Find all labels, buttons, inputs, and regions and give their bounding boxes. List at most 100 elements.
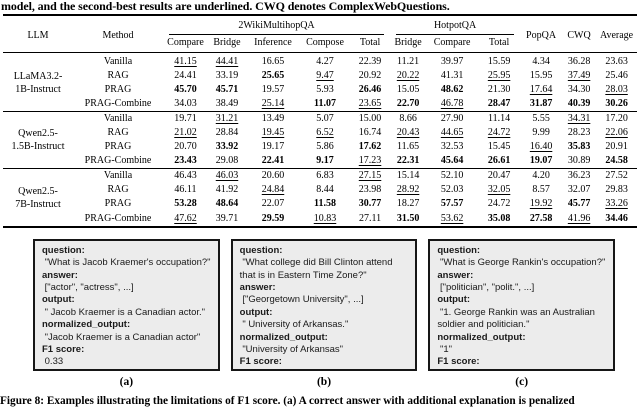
score-cell: 22.06	[605, 126, 628, 138]
score-cell: 11.21	[396, 55, 420, 67]
score-cell: 22.41	[261, 155, 285, 167]
score-cell: 15.59	[487, 55, 511, 67]
score-cell: 18.27	[396, 198, 420, 210]
score-cell: 17.64	[529, 83, 553, 95]
score-cell: 22.07	[261, 198, 285, 210]
score-cell: 30.89	[567, 155, 591, 167]
score-cell: 9.17	[316, 155, 334, 167]
method-cell: RAG	[107, 69, 129, 81]
table-header: LLM Method 2WikiMultihopQA HotpotQA PopQ…	[3, 15, 638, 53]
col-header-llm: LLM	[27, 29, 49, 41]
score-cell: 35.08	[487, 212, 511, 224]
score-cell: 27.52	[605, 170, 628, 182]
score-cell: 20.70	[174, 141, 197, 153]
score-cell: 38.49	[215, 97, 239, 109]
figure-caption-fragment: Figure 8: Examples illustrating the limi…	[0, 394, 575, 407]
llm-group: Qwen2.5- 7B-Instruct Vanilla 46.43 46.03 20.6…	[3, 168, 638, 227]
table-row: RAG 46.11 41.92 24.84 8.44 23.98 28.92 52.03 32.…	[3, 184, 637, 198]
field-label: answer:	[239, 282, 276, 294]
score-cell: 27.58	[529, 212, 553, 224]
score-cell: 29.59	[261, 212, 285, 224]
score-cell: 31.87	[529, 97, 553, 109]
group-label-hotpotqa: HotpotQA	[396, 19, 515, 35]
score-cell: 9.99	[532, 126, 550, 138]
score-cell: 46.78	[440, 97, 464, 109]
score-cell: 28.92	[396, 184, 420, 196]
score-cell: 57.57	[440, 198, 464, 210]
field-label: answer:	[437, 269, 474, 281]
field-label: F1 score:	[239, 356, 282, 368]
score-cell: 41.92	[215, 184, 239, 196]
field-label: F1 score:	[437, 356, 480, 368]
score-cell: 40.39	[567, 97, 591, 109]
method-cell: RAG	[107, 126, 129, 138]
score-cell: 37.49	[567, 69, 591, 81]
example-card: question: "What is Jacob Kraemer's occup…	[33, 238, 220, 388]
score-cell: 44.41	[215, 55, 239, 67]
field-label: normalized_output:	[437, 331, 526, 343]
llm-group: LLaMA3.2- 1B-Instruct Vanilla 41.15 44.41 16.…	[3, 53, 637, 112]
score-cell: 17.62	[358, 141, 382, 153]
score-cell: 16.40	[529, 141, 553, 153]
field-label: normalized_output:	[239, 331, 328, 343]
score-cell: 25.46	[605, 69, 628, 81]
score-cell: 20.91	[605, 141, 628, 153]
score-cell: 28.47	[487, 97, 511, 109]
score-cell: 4.27	[316, 55, 334, 67]
score-cell: 20.22	[396, 69, 420, 81]
subcol-2wiki-compose: Compose	[306, 37, 344, 48]
llm-name-cell: Qwen2.5- 7B-Instruct	[15, 185, 61, 210]
field-label: normalized_output:	[42, 319, 131, 331]
col-header-cwq: CWQ	[567, 29, 591, 41]
field-value: ["actor", "actress", ...]	[42, 282, 134, 294]
examples-row: question: "What is Jacob Kraemer's occup…	[33, 238, 616, 388]
table-row: Qwen2.5- 1.5B-Instruct Vanilla 19.71 31.21 13…	[3, 112, 637, 152]
table-row: PRAG 45.70 45.71 19.57 5.93 26.46 15.05 48.62 21…	[3, 83, 637, 97]
score-cell: 34.31	[567, 112, 591, 124]
score-cell: 24.41	[174, 69, 197, 81]
score-cell: 5.55	[532, 112, 550, 124]
score-cell: 11.58	[314, 198, 336, 210]
field-value: 0.4	[240, 369, 409, 371]
subfigure-label: (a)	[119, 375, 134, 388]
method-cell: Vanilla	[103, 112, 133, 124]
score-cell: 24.84	[261, 184, 285, 196]
subcol-2wiki-inference: Inference	[254, 37, 292, 48]
score-cell: 24.58	[605, 155, 628, 167]
subcol-hotpot-total: Total	[488, 37, 510, 48]
table-row: PRAG 53.28 48.64 22.07 11.58 30.77 18.27 57.57 2…	[3, 198, 637, 212]
score-cell: 29.08	[215, 155, 239, 167]
field-value: 0.33	[42, 356, 64, 368]
score-cell: 28.23	[567, 126, 591, 138]
score-cell: 19.17	[261, 141, 285, 153]
score-cell: 27.90	[440, 112, 464, 124]
score-cell: 45.70	[174, 83, 197, 95]
score-cell: 27.15	[358, 170, 382, 182]
score-cell: 24.72	[487, 198, 511, 210]
score-cell: 8.44	[316, 184, 334, 196]
field-value: "What is Jacob Kraemer's occupation?"	[42, 257, 211, 269]
score-cell: 25.95	[487, 69, 511, 81]
field-value: "What college did Bill Clinton attend th…	[239, 257, 396, 281]
score-cell: 45.77	[567, 198, 591, 210]
score-cell: 15.95	[529, 69, 553, 81]
score-cell: 33.26	[605, 198, 628, 210]
score-cell: 6.83	[316, 170, 334, 182]
score-cell: 41.15	[174, 55, 197, 67]
method-cell: PRAG	[104, 83, 132, 95]
score-cell: 4.34	[532, 55, 550, 67]
example-box: question: "What college did Bill Clinton…	[230, 238, 418, 371]
score-cell: 19.57	[261, 83, 285, 95]
subfigure-label: (b)	[316, 375, 332, 388]
score-cell: 21.30	[487, 83, 511, 95]
method-cell: RAG	[107, 184, 129, 196]
col-header-popqa: PopQA	[526, 29, 557, 41]
method-cell: PRAG-Combine	[84, 212, 152, 224]
score-cell: 52.10	[440, 170, 464, 182]
score-cell: 23.65	[358, 97, 382, 109]
subcol-hotpot-compare: Compare	[433, 37, 471, 48]
score-cell: 15.05	[396, 83, 420, 95]
method-cell: Vanilla	[103, 170, 133, 182]
method-cell: PRAG	[104, 141, 132, 153]
score-cell: 19.45	[261, 126, 285, 138]
